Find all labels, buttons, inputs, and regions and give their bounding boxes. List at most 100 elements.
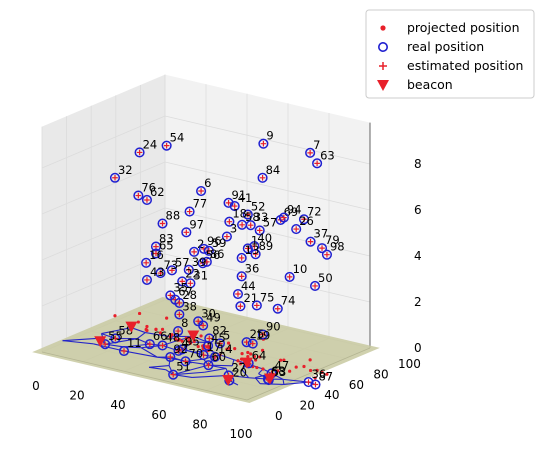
estimated-position [314,160,320,167]
point-label: 59 [212,236,227,250]
point-label: 22 [185,266,200,280]
estimated-position [251,243,258,249]
estimated-position [136,149,143,156]
real-position [185,278,196,289]
real-position [232,288,244,300]
projected-position [180,339,184,343]
point-label: 35 [173,280,188,294]
point-label: 13 [245,243,260,257]
grid-line [41,207,166,261]
point-label: 51 [176,360,191,374]
estimated-position [198,188,204,194]
network-edge [282,379,285,385]
real-position [133,190,144,201]
point-label: 97 [189,217,204,231]
node: 90 [257,320,281,371]
real-position [242,243,253,254]
node: 6 [196,176,211,338]
point-label: 32 [118,163,133,177]
point-label: 52 [251,200,266,214]
node: 63 [312,148,335,372]
estimated-position [206,248,212,254]
projected-position [288,369,292,373]
point-label: 2 [197,237,204,251]
network-edge [173,374,193,378]
point-label: 14 [218,342,233,356]
real-position [305,147,316,158]
estimated-position [305,379,312,385]
node: 49 [198,311,221,351]
estimated-position [176,311,183,318]
projected-position [308,368,313,373]
real-position [251,300,262,311]
x-tick-label: 0 [32,379,40,393]
beacon-marker [241,357,253,369]
estimated-position [112,174,118,181]
real-position [118,345,130,357]
estimated-position [147,341,153,347]
point-label: 9 [266,129,273,143]
estimated-position [179,278,186,285]
y-tick-label: 0 [275,409,283,423]
node: 48 [157,330,180,351]
estimated-position [239,222,245,228]
real-position [305,236,316,247]
projected-position [236,359,240,363]
node: 88 [157,209,181,331]
projected-position [276,369,280,373]
node: 75 [251,290,274,370]
estimated-position [254,302,260,309]
projected-position [136,320,140,324]
node: 59 [203,236,227,350]
projected-position [255,365,259,370]
real-position [189,246,200,257]
node: 33 [245,210,268,356]
real-position [110,333,121,344]
projected-position [145,324,149,329]
node: 91 [223,188,246,345]
estimated-position [231,203,238,209]
node: 3 [221,222,237,351]
point-label: 66 [153,329,168,343]
point-label: 60 [211,350,226,364]
point-label: 67 [178,285,193,299]
node: 76 [133,181,156,324]
estimated-position [238,273,245,280]
point-label: 16 [149,248,164,262]
real-position [183,264,194,275]
estimated-position [102,341,108,347]
real-position [316,243,328,254]
estimated-position [256,227,263,234]
node: 54 [161,131,184,320]
node: 60 [203,350,226,371]
point-label: 88 [166,209,181,223]
estimated-position [186,208,193,215]
projected-position [196,344,200,349]
z-tick-label: 0 [414,341,422,355]
real-position [272,303,283,314]
node: 66 [144,329,168,350]
real-position [257,329,269,340]
node: 36 [303,367,326,388]
node: 65 [150,239,174,331]
node: 77 [184,197,207,340]
estimated-position [225,200,232,206]
point-label: 43 [150,265,165,279]
network-edge [219,354,235,361]
real-position [144,339,155,350]
real-position [201,256,212,267]
real-position [173,325,184,337]
real-position [321,249,333,260]
network-edge [148,366,166,371]
node: 94 [278,203,302,362]
estimated-position [235,291,241,297]
estimated-position [307,238,314,245]
point-label: 19 [256,329,271,343]
point-label: 87 [318,370,333,384]
projected-position [137,311,142,316]
network-edge [140,347,158,358]
legend-label-beacon: beacon [407,77,453,92]
tick-labels: 0 20 40 60 80 100 0 20 40 60 80 100 0 2 4 6 8 [32,157,421,441]
estimated-position [312,381,319,388]
